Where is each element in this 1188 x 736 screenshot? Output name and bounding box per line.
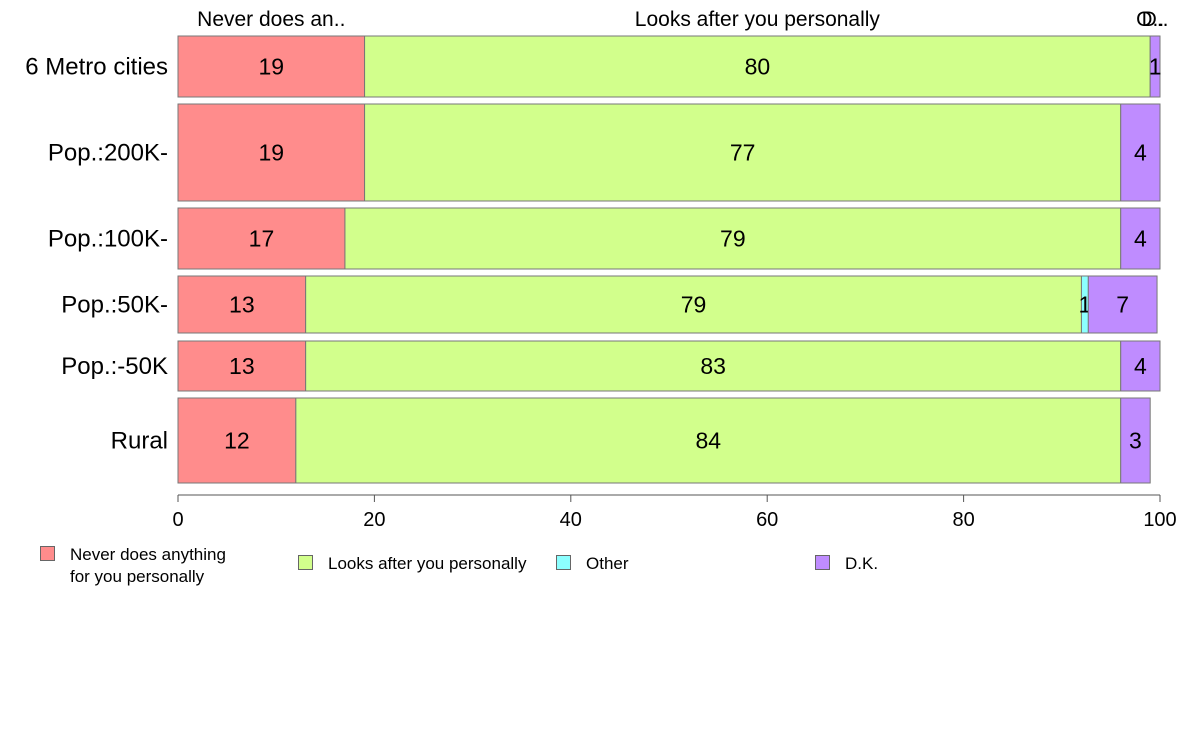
data-label-rural-0: 12: [224, 428, 250, 454]
legend: Never does anything for you personally L…: [0, 544, 1188, 594]
legend-label-other: Other: [586, 554, 629, 573]
x-tick-label-60: 60: [756, 509, 778, 531]
legend-item-looks-after: Looks after you personally: [298, 553, 526, 575]
bar-segment-pop-100k-3: [1120, 207, 1161, 270]
x-tick-label-0: 0: [172, 509, 183, 531]
bar-segment-pop-200k-3: [1120, 103, 1161, 202]
bar-segment-pop-50k-0: [177, 340, 307, 392]
data-label-6-metro-cities-1: 80: [745, 54, 771, 80]
top-series-label-2: O..: [1136, 8, 1164, 31]
bar-segment-pop-50k-0: [177, 275, 307, 334]
bar-segment-6-metro-cities-3: [1149, 35, 1161, 98]
category-label-pop-50k: Pop.:50K-: [61, 292, 168, 319]
category-label-6-metro-cities: 6 Metro cities: [25, 54, 168, 81]
data-label-rural-1: 84: [695, 428, 721, 454]
bar-segment-pop-200k-1: [364, 103, 1122, 202]
legend-label-never-does: Never does anything for you personally: [70, 545, 226, 586]
top-series-label-3: D..: [1142, 8, 1169, 31]
x-tick-label-20: 20: [363, 509, 385, 531]
data-label-pop-50k-3: 7: [1116, 292, 1129, 318]
legend-item-dk: D.K.: [815, 553, 878, 575]
stacked-bar-chart: Never does an.. Looks after you personall…: [25, 8, 1176, 531]
data-label-rural-3: 3: [1129, 428, 1142, 454]
data-label-pop-200k-3: 4: [1134, 140, 1147, 166]
category-label-rural: Rural: [111, 428, 168, 455]
data-label-pop-200k-0: 19: [258, 140, 284, 166]
data-label-pop-100k-0: 17: [249, 226, 275, 252]
top-series-label-0: Never does an..: [197, 8, 345, 31]
top-series-label-1: Looks after you personally: [635, 8, 881, 31]
category-label-pop-200k: Pop.:200K-: [48, 140, 168, 167]
data-label-pop-200k-1: 77: [730, 140, 756, 166]
legend-swatch-looks-after: [298, 555, 313, 570]
legend-swatch-dk: [815, 555, 830, 570]
legend-item-never-does: Never does anything for you personally: [40, 544, 226, 588]
data-label-pop-50k-1: 79: [681, 292, 707, 318]
data-label-6-metro-cities-0: 19: [258, 54, 284, 80]
bar-segment-rural-1: [295, 397, 1122, 484]
x-tick-label-80: 80: [952, 509, 974, 531]
data-label-6-metro-cities-3: 1: [1149, 54, 1162, 80]
data-label-pop-50k-1: 83: [700, 353, 726, 379]
bar-segment-6-metro-cities-1: [364, 35, 1151, 98]
bar-segment-pop-50k-3: [1087, 275, 1158, 334]
category-label-pop-100k: Pop.:100K-: [48, 226, 168, 253]
x-tick-label-40: 40: [560, 509, 582, 531]
x-tick-label-100: 100: [1143, 509, 1176, 531]
data-label-pop-100k-3: 4: [1134, 226, 1147, 252]
data-label-pop-100k-1: 79: [720, 226, 746, 252]
category-label-pop-50k: Pop.:-50K: [61, 353, 168, 380]
data-label-pop-50k-3: 4: [1134, 353, 1147, 379]
bar-segment-pop-100k-0: [177, 207, 346, 270]
legend-label-dk: D.K.: [845, 554, 879, 573]
bar-segment-pop-50k-1: [305, 340, 1122, 392]
data-label-pop-50k-0: 13: [229, 353, 255, 379]
data-label-pop-50k-0: 13: [229, 292, 255, 318]
bar-segment-pop-50k-3: [1120, 340, 1161, 392]
bar-segment-rural-0: [177, 397, 297, 484]
legend-swatch-never-does: [40, 546, 55, 561]
legend-item-other: Other: [556, 553, 629, 575]
legend-swatch-other: [556, 555, 571, 570]
bar-segment-rural-3: [1120, 397, 1151, 484]
bar-segment-pop-200k-0: [177, 103, 366, 202]
bar-segment-pop-50k-1: [305, 275, 1082, 334]
bar-segment-pop-100k-1: [344, 207, 1122, 270]
legend-label-looks-after: Looks after you personally: [328, 554, 527, 573]
